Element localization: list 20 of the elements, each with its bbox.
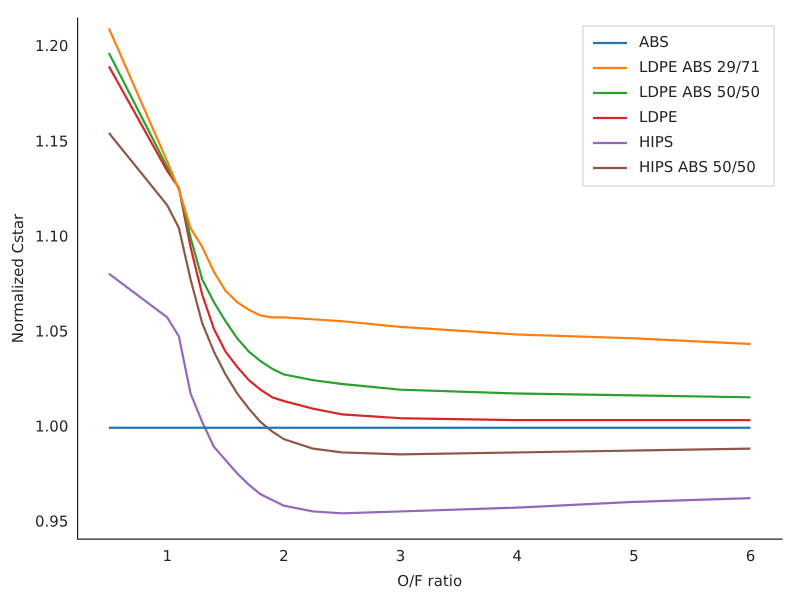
legend-label: LDPE ABS 50/50 bbox=[638, 82, 760, 101]
y-tick-label: 0.95 bbox=[34, 512, 68, 531]
legend-label: LDPE bbox=[638, 108, 678, 126]
y-tick-label: 1.15 bbox=[34, 132, 68, 150]
y-tick-label: 1.20 bbox=[34, 37, 68, 56]
y-tick-label: 1.00 bbox=[34, 418, 68, 436]
x-axis-title: O/F ratio bbox=[397, 572, 462, 590]
legend-label: HIPS bbox=[638, 132, 674, 151]
y-tick-label: 1.10 bbox=[34, 227, 68, 246]
legend-label: HIPS ABS 50/50 bbox=[638, 158, 756, 176]
y-tick-label: 1.05 bbox=[34, 322, 68, 341]
x-tick-label: 1 bbox=[162, 546, 172, 565]
x-tick-label: 2 bbox=[279, 546, 289, 565]
legend-label: LDPE ABS 29/71 bbox=[638, 58, 760, 76]
x-tick-label: 5 bbox=[629, 546, 639, 565]
y-axis-title: Normalized Cstar bbox=[8, 212, 27, 344]
x-tick-label: 3 bbox=[396, 546, 406, 565]
legend-label: ABS bbox=[638, 32, 669, 51]
x-tick-label: 6 bbox=[746, 546, 756, 565]
x-tick-label: 4 bbox=[512, 546, 522, 565]
